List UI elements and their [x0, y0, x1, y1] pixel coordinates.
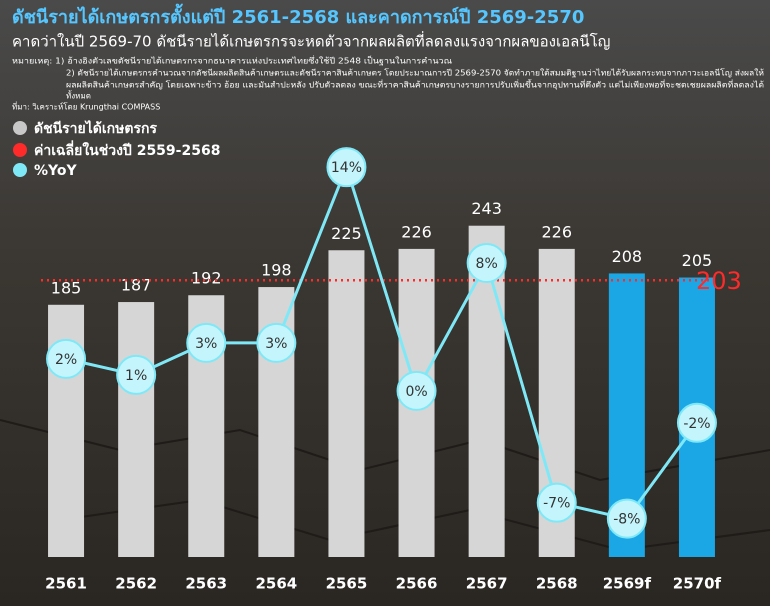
bar-value-label: 226 [541, 222, 572, 241]
legend-label: ดัชนีรายได้เกษตรกร [34, 119, 157, 137]
yoy-marker [466, 243, 507, 284]
bar-value-label: 205 [682, 251, 713, 270]
legend-swatch [13, 143, 27, 157]
bar-value-label: 225 [331, 224, 362, 243]
chart-subtitle: คาดว่าในปี 2569-70 ดัชนีรายได้เกษตรกรจะห… [12, 31, 610, 51]
legend-label: ค่าเฉลี่ยในช่วงปี 2559-2568 [34, 140, 220, 159]
yoy-label: -7% [543, 496, 570, 512]
x-tick-label: 2569f [603, 575, 652, 593]
yoy-marker [186, 322, 227, 363]
bar-value-label: 226 [401, 222, 432, 241]
legend-swatch [13, 163, 27, 177]
source: ที่มา: วิเคราะห์โดย Krungthai COMPASS [12, 101, 160, 112]
bar-value-label: 198 [261, 261, 292, 280]
yoy-label: 1% [125, 368, 147, 384]
yoy-line [65, 162, 699, 521]
x-tick-label: 2561 [45, 575, 87, 593]
yoy-label: 8% [476, 256, 498, 272]
yoy-marker [396, 370, 437, 411]
chart-title: ดัชนีรายได้เกษตรกรตั้งแต่ปี 2561-2568 แล… [12, 3, 584, 28]
bar-value-label: 185 [51, 278, 82, 297]
x-tick-label: 2568 [536, 575, 578, 593]
yoy-marker [46, 338, 87, 379]
average-label: 203 [696, 267, 742, 295]
yoy-marker [116, 354, 157, 395]
yoy-marker [606, 498, 647, 539]
yoy-label: 3% [265, 336, 287, 352]
bar [328, 250, 365, 557]
note: หมายเหตุ: 1) อ้างอิงตัวเลขดัชนีรายได้เกษ… [12, 55, 453, 66]
bar-value-label: 192 [191, 269, 222, 288]
bar-value-label: 243 [471, 199, 502, 218]
note: ทั้งหมด [66, 90, 91, 101]
note: 2) ดัชนีรายได้เกษตรกรคำนวณจากดัชนีผลผลิต… [66, 68, 764, 78]
x-tick-label: 2567 [466, 575, 508, 593]
yoy-label: 3% [195, 336, 217, 352]
yoy-label: 2% [55, 352, 77, 368]
x-tick-label: 2563 [185, 575, 227, 593]
x-tick-label: 2566 [396, 575, 438, 593]
x-tick-label: 2562 [115, 575, 157, 593]
yoy-label: -8% [613, 512, 640, 528]
yoy-marker [536, 482, 577, 523]
x-tick-label: 2570f [673, 575, 722, 593]
yoy-marker [256, 322, 297, 363]
plot: 185 187 192 198 225 226 243 226 208 205 2% 1% 3% 3% 14… [41, 147, 742, 593]
legend-label: %YoY [34, 163, 77, 179]
bar-value-label: 208 [612, 247, 643, 266]
x-tick-label: 2565 [326, 575, 368, 593]
yoy-label: 14% [331, 160, 362, 176]
yoy-label: -2% [683, 416, 710, 432]
legend-swatch [13, 121, 27, 135]
note: ผลผลิตสินค้าเกษตรสำคัญ โดยเฉพาะข้าว อ้อย… [66, 79, 764, 90]
yoy-marker [676, 402, 717, 443]
yoy-marker [326, 147, 367, 188]
bar-value-label: 187 [121, 276, 152, 295]
x-tick-label: 2564 [255, 575, 297, 593]
yoy-label: 0% [405, 384, 427, 400]
bar [118, 302, 155, 557]
